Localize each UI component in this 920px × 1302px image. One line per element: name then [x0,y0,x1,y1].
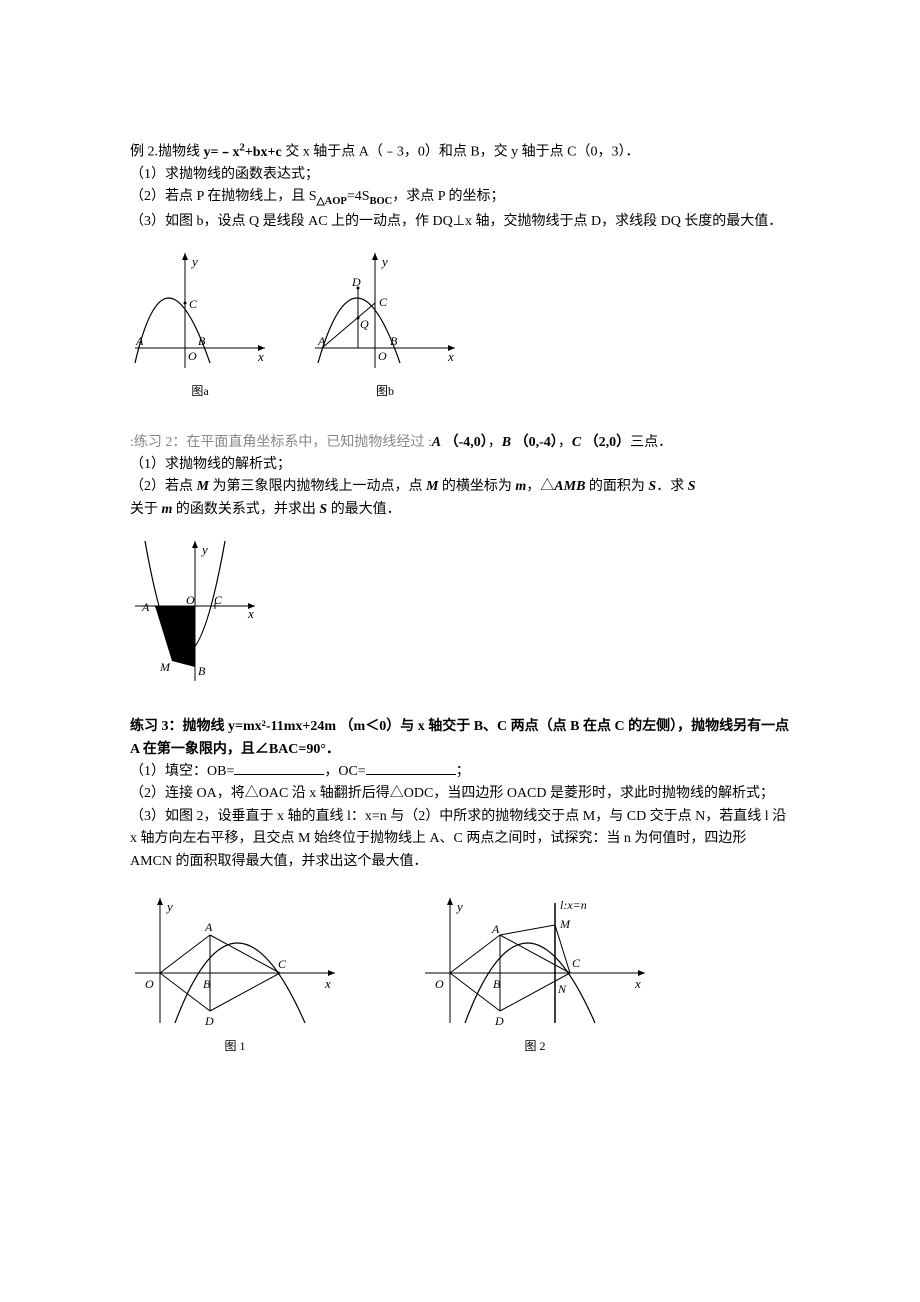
svg-text:x: x [324,976,331,991]
figure-a-svg: y x A B C O [130,248,270,378]
blank-oc [366,761,456,775]
svg-text:x: x [447,349,454,364]
svg-text:O: O [186,593,195,607]
svg-text:B: B [203,977,211,991]
svg-text:C: C [572,956,581,970]
svg-text:O: O [145,977,154,991]
svg-text:M: M [559,917,571,931]
svg-text:M: M [159,660,171,674]
problem1-heading: 例 2.抛物线 y=﹣x2+bx+c 交 x 轴于点 A（﹣3，0）和点 B，交… [130,140,790,164]
svg-text:A: A [141,600,150,614]
svg-text:x: x [634,976,641,991]
problem-practice-3: 练习 3：抛物线 y=mx²-11mx+24m （m＜0）与 x 轴交于 B、C… [130,716,790,1056]
problem2-part1: （1）求抛物线的解析式； [130,454,790,476]
figure-1-svg: y x O A B C D [130,893,340,1033]
svg-text:B: B [198,334,206,348]
svg-text:C: C [278,957,287,971]
svg-text:x: x [257,349,264,364]
svg-text:O: O [188,349,197,363]
svg-text:D: D [351,275,361,289]
problem1-figures: y x A B C O 图a [130,248,790,401]
svg-text:y: y [380,254,388,269]
svg-text:A: A [204,920,213,934]
svg-text:y: y [190,254,198,269]
figure-2: y x O A B C D M N l:x=n 图 2 [420,893,650,1056]
problem1-part3: （3）如图 b，设点 Q 是线段 AC 上的一动点，作 DQ⊥x 轴，交抛物线于… [130,211,790,233]
svg-text:y: y [165,899,173,914]
problem2-svg: y x A C O B M [130,536,260,686]
problem1-suffix: 交 x 轴于点 A（﹣3，0）和点 B，交 y 轴于点 C（0，3）． [282,145,640,160]
svg-text:B: B [198,664,206,678]
svg-text:O: O [435,977,444,991]
problem3-figures: y x O A B C D 图 1 [130,893,790,1056]
svg-text:B: B [493,977,501,991]
figure-2-label: 图 2 [420,1037,650,1056]
figure-a: y x A B C O 图a [130,248,270,401]
blank-ob [234,761,324,775]
svg-text:A: A [491,922,500,936]
problem2-part2-line1: （2）若点 M 为第三象限内抛物线上一动点，点 M 的横坐标为 m，△AMB 的… [130,476,790,498]
svg-text:A: A [317,334,326,348]
svg-text:C: C [189,297,198,311]
problem3-part1: （1）填空：OB=，OC=； [130,761,790,783]
svg-text:N: N [557,982,567,996]
problem3-part2: （2）连接 OA，将△OAC 沿 x 轴翻折后得△ODC，当四边形 OACD 是… [130,783,790,805]
svg-text:D: D [204,1014,214,1028]
problem2-figure: y x A C O B M [130,536,790,686]
figure-b-label: 图b [310,382,460,401]
figure-a-label: 图a [130,382,270,401]
problem1-equation: y=﹣x2+bx+c [204,145,282,160]
svg-text:B: B [390,334,398,348]
svg-text:D: D [494,1014,504,1028]
problem-practice-2: :练习 2：在平面直角坐标系中，已知抛物线经过 :A （-4,0），B （0,-… [130,432,790,687]
svg-text:O: O [378,349,387,363]
figure-b-svg: y x A B C O D Q [310,248,460,378]
problem2-part2-line2: 关于 m 的函数关系式，并求出 S 的最大值． [130,499,790,521]
figure-1-label: 图 1 [130,1037,340,1056]
svg-text:y: y [200,542,208,557]
problem1-part2: （2）若点 P 在抛物线上，且 S△AOP=4SBOC，求点 P 的坐标； [130,186,790,211]
svg-text:x: x [247,606,254,621]
svg-text:A: A [135,334,144,348]
problem1-part1: （1）求抛物线的函数表达式； [130,164,790,186]
svg-text:l:x=n: l:x=n [560,898,587,912]
problem3-part3: （3）如图 2，设垂直于 x 轴的直线 l：x=n 与（2）中所求的抛物线交于点… [130,806,790,873]
figure-1: y x O A B C D 图 1 [130,893,340,1056]
problem3-heading: 练习 3：抛物线 y=mx²-11mx+24m （m＜0）与 x 轴交于 B、C… [130,716,790,761]
problem1-prefix: 例 2.抛物线 [130,145,204,160]
problem2-heading: :练习 2：在平面直角坐标系中，已知抛物线经过 :A （-4,0），B （0,-… [130,432,790,454]
svg-text:Q: Q [360,317,369,331]
svg-text:C: C [379,295,388,309]
figure-b: y x A B C O D Q 图b [310,248,460,401]
svg-text:y: y [455,899,463,914]
problem-example-2: 例 2.抛物线 y=﹣x2+bx+c 交 x 轴于点 A（﹣3，0）和点 B，交… [130,140,790,402]
figure-2-svg: y x O A B C D M N l:x=n [420,893,650,1033]
